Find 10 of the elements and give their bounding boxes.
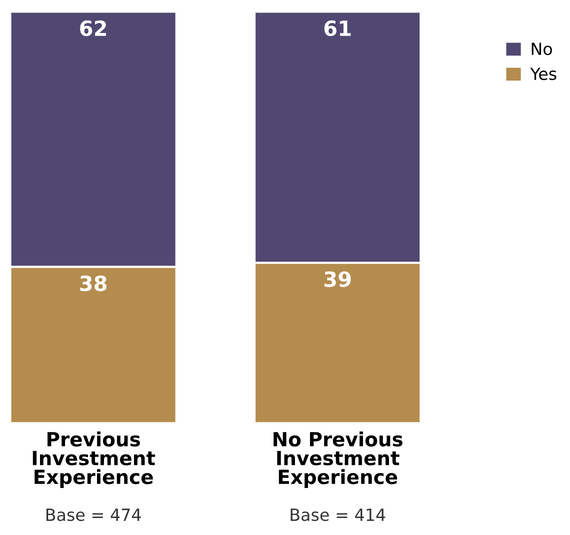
text: Base = 414	[290, 508, 386, 522]
legend-label: Yes	[530, 68, 556, 80]
legend-label: No	[532, 42, 552, 56]
data-label: 38	[80, 275, 107, 292]
text: Base = 474	[46, 508, 141, 522]
data-label: 39	[324, 271, 351, 288]
data-label: 61	[324, 20, 351, 36]
x-tick-label: No Previous Investment Experience	[274, 432, 402, 488]
data-label: 62	[80, 20, 106, 36]
x-tick-label: Previous Investment Experience	[32, 432, 156, 488]
